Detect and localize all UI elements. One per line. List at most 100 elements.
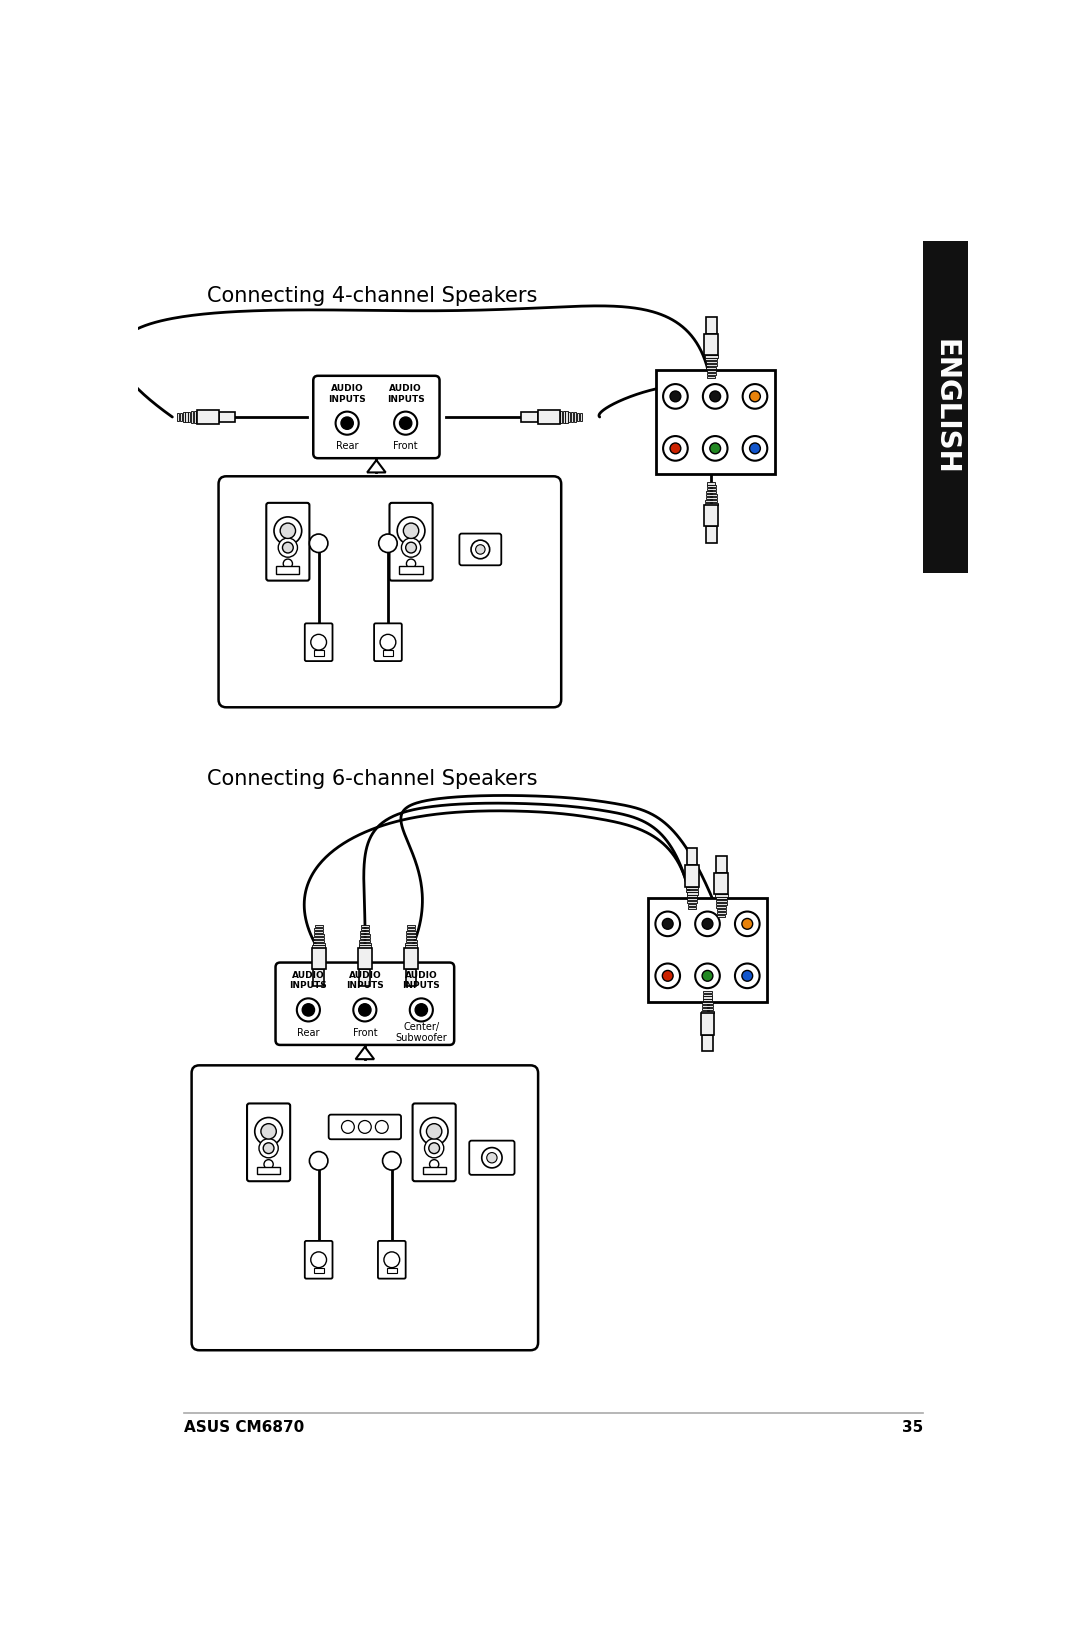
Circle shape	[735, 963, 759, 988]
Polygon shape	[360, 940, 370, 942]
Polygon shape	[186, 412, 188, 421]
Circle shape	[696, 911, 720, 936]
Polygon shape	[706, 368, 716, 369]
Polygon shape	[361, 931, 369, 934]
Polygon shape	[406, 970, 417, 986]
Circle shape	[471, 540, 489, 558]
Circle shape	[702, 970, 713, 981]
Circle shape	[742, 919, 753, 929]
Circle shape	[353, 999, 377, 1022]
Polygon shape	[706, 361, 717, 363]
Polygon shape	[687, 893, 698, 895]
Circle shape	[743, 436, 767, 460]
Bar	[313, 1267, 324, 1274]
Circle shape	[380, 635, 396, 651]
Circle shape	[403, 522, 419, 539]
Text: AUDIO
INPUTS: AUDIO INPUTS	[328, 384, 366, 403]
Polygon shape	[685, 866, 699, 887]
Polygon shape	[705, 358, 717, 361]
Polygon shape	[367, 460, 386, 472]
Circle shape	[297, 999, 320, 1022]
Circle shape	[379, 534, 397, 553]
Circle shape	[429, 1142, 440, 1154]
Polygon shape	[405, 942, 417, 945]
Polygon shape	[702, 1005, 713, 1007]
Polygon shape	[687, 848, 698, 866]
Circle shape	[341, 417, 353, 430]
Polygon shape	[360, 934, 369, 936]
FancyBboxPatch shape	[378, 1241, 406, 1279]
Polygon shape	[701, 1010, 714, 1014]
Polygon shape	[686, 890, 698, 892]
Circle shape	[703, 384, 728, 408]
Polygon shape	[183, 412, 185, 421]
Text: Front: Front	[352, 1028, 377, 1038]
Circle shape	[309, 534, 328, 553]
Circle shape	[274, 517, 301, 545]
Polygon shape	[703, 999, 713, 1002]
FancyBboxPatch shape	[305, 623, 333, 661]
Polygon shape	[706, 369, 716, 373]
Circle shape	[656, 911, 680, 936]
Polygon shape	[706, 495, 717, 496]
Circle shape	[696, 963, 720, 988]
Circle shape	[309, 1152, 328, 1170]
Polygon shape	[566, 412, 568, 423]
Polygon shape	[197, 410, 218, 425]
Polygon shape	[405, 945, 417, 947]
Polygon shape	[706, 491, 716, 493]
Polygon shape	[706, 364, 717, 366]
Text: ASUS CM6870: ASUS CM6870	[184, 1419, 305, 1435]
FancyBboxPatch shape	[267, 503, 309, 581]
Polygon shape	[715, 895, 728, 896]
Polygon shape	[361, 926, 369, 927]
Bar	[383, 651, 393, 656]
Circle shape	[656, 963, 680, 988]
Polygon shape	[359, 945, 372, 947]
FancyBboxPatch shape	[413, 1103, 456, 1181]
Polygon shape	[577, 413, 579, 421]
Bar	[387, 1267, 396, 1274]
Polygon shape	[706, 527, 717, 543]
Circle shape	[406, 560, 416, 568]
Text: Rear: Rear	[336, 441, 359, 451]
Polygon shape	[407, 927, 416, 931]
Polygon shape	[716, 896, 727, 900]
Polygon shape	[194, 412, 197, 423]
Polygon shape	[404, 947, 418, 970]
Circle shape	[402, 539, 421, 556]
Circle shape	[415, 1004, 428, 1015]
Polygon shape	[687, 895, 698, 898]
Polygon shape	[191, 412, 193, 423]
Polygon shape	[704, 504, 718, 527]
Polygon shape	[361, 927, 369, 931]
Polygon shape	[313, 942, 324, 945]
Polygon shape	[406, 934, 416, 936]
Polygon shape	[177, 413, 179, 421]
Circle shape	[710, 390, 720, 402]
Polygon shape	[715, 872, 728, 895]
Polygon shape	[716, 856, 727, 872]
Polygon shape	[314, 931, 323, 934]
Text: Connecting 4-channel Speakers: Connecting 4-channel Speakers	[207, 286, 538, 306]
Polygon shape	[702, 1035, 713, 1051]
Circle shape	[710, 443, 720, 454]
Circle shape	[397, 517, 424, 545]
Polygon shape	[571, 412, 573, 421]
Circle shape	[279, 539, 297, 556]
Circle shape	[662, 919, 673, 929]
Circle shape	[670, 443, 680, 454]
Polygon shape	[716, 903, 727, 905]
Polygon shape	[314, 926, 323, 927]
Polygon shape	[703, 994, 712, 996]
Polygon shape	[686, 887, 699, 888]
Circle shape	[662, 970, 673, 981]
Circle shape	[409, 999, 433, 1022]
Polygon shape	[568, 412, 570, 423]
Polygon shape	[702, 1009, 714, 1010]
Circle shape	[670, 390, 680, 402]
Circle shape	[264, 1160, 273, 1168]
Polygon shape	[313, 970, 324, 986]
Polygon shape	[688, 901, 697, 903]
Text: AUDIO
INPUTS: AUDIO INPUTS	[387, 384, 424, 403]
